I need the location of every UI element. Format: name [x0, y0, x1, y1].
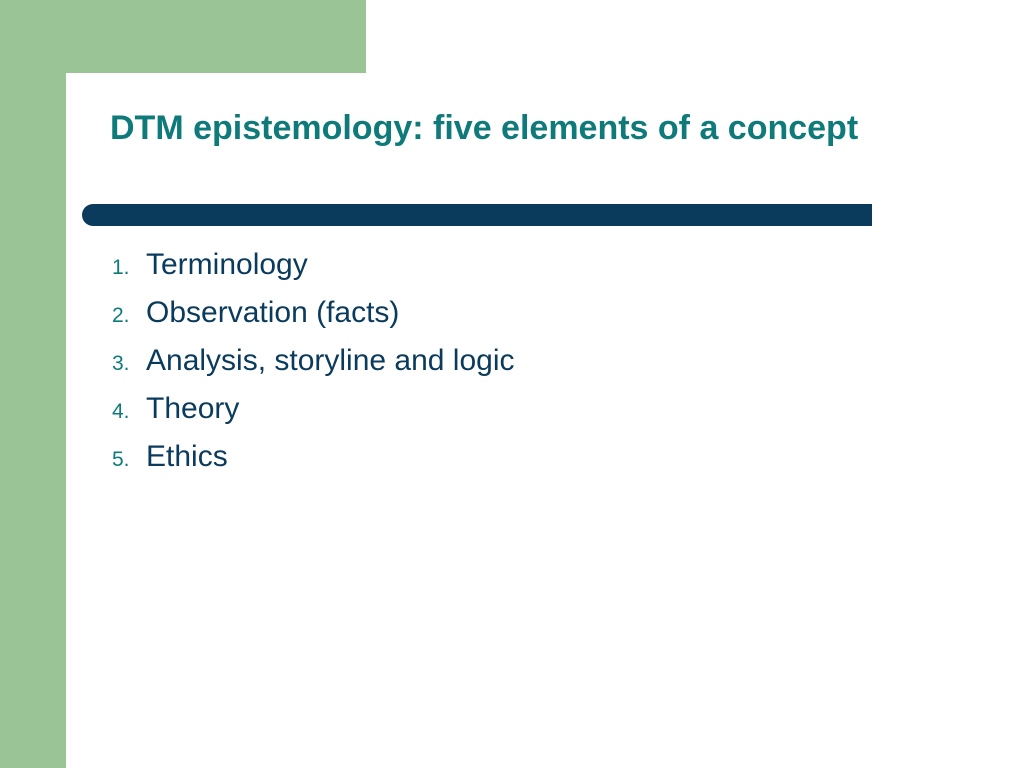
numbered-list: 1. Terminology 2. Observation (facts) 3.… [112, 248, 515, 488]
divider-bar [82, 204, 872, 226]
list-text: Ethics [146, 440, 228, 474]
sidebar-accent [0, 0, 66, 768]
slide-title: DTM epistemology: five elements of a con… [110, 108, 930, 148]
list-text: Observation (facts) [146, 296, 399, 330]
list-number: 3. [112, 352, 146, 376]
list-number: 1. [112, 256, 146, 280]
list-item: 2. Observation (facts) [112, 296, 515, 330]
list-item: 4. Theory [112, 392, 515, 426]
list-number: 5. [112, 448, 146, 472]
list-item: 5. Ethics [112, 440, 515, 474]
slide: DTM epistemology: five elements of a con… [0, 0, 1024, 768]
list-number: 4. [112, 400, 146, 424]
list-number: 2. [112, 304, 146, 328]
list-item: 1. Terminology [112, 248, 515, 282]
list-text: Analysis, storyline and logic [146, 344, 515, 378]
top-accent-block [66, 0, 366, 73]
list-text: Terminology [146, 248, 308, 282]
list-item: 3. Analysis, storyline and logic [112, 344, 515, 378]
list-text: Theory [146, 392, 239, 426]
